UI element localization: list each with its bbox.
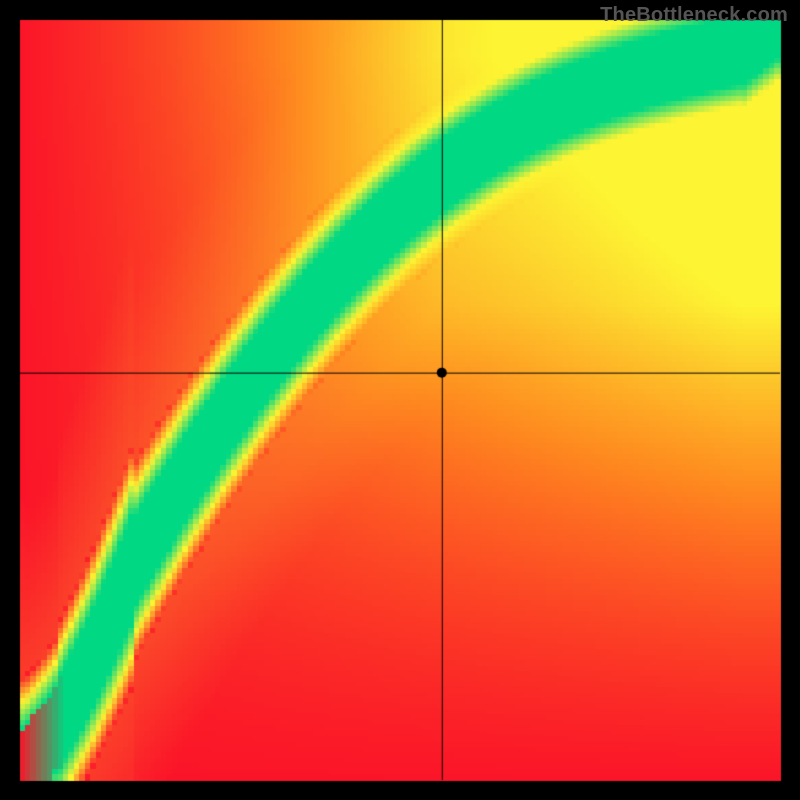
chart-container: TheBottleneck.com bbox=[0, 0, 800, 800]
heatmap-canvas bbox=[0, 0, 800, 800]
watermark-text: TheBottleneck.com bbox=[600, 4, 788, 27]
